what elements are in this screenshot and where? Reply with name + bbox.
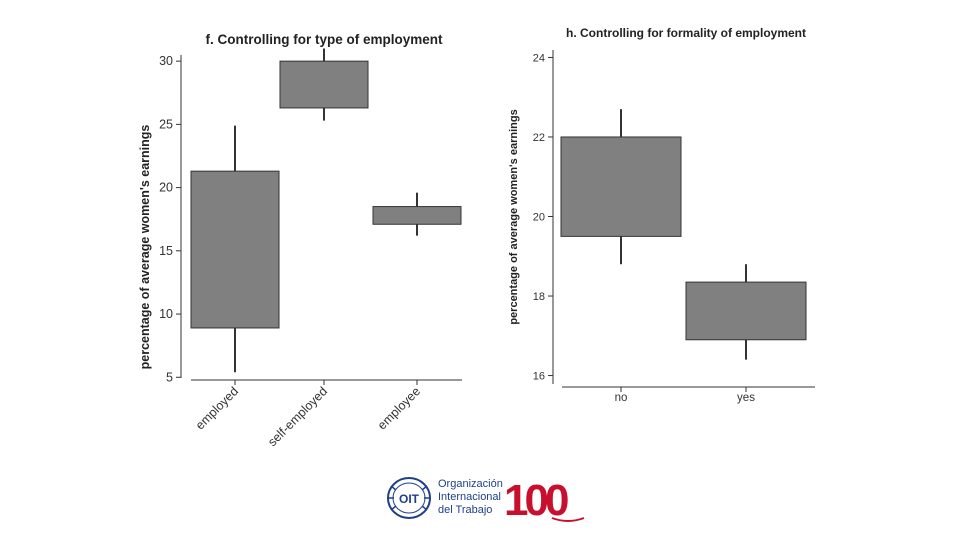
chart-h-yticks: 16 18 20 22 24 [533,52,553,383]
chart-h-title: h. Controlling for formality of employme… [566,26,806,40]
chart-f-ytick-label: 30 [159,54,173,68]
ilo-name: Organización Internacional del Trabajo [438,478,504,517]
chart-f-box-employee [372,206,462,225]
centenary-logo-icon: 100 [504,476,585,525]
chart-f-box-self-employed [279,60,369,109]
chart-h-box-no [560,136,682,237]
chart-f-ylabel: percentage of average women's earnings [138,125,152,370]
chart-f-ytick-label: 5 [166,370,173,384]
chart-f-ytick-label: 15 [159,244,173,258]
ilo-emblem-icon: OIT [387,477,431,519]
chart-f-ytick-label: 25 [159,117,173,131]
ilo-logo: OIT Organización Internacional del Traba… [386,472,586,528]
chart-formality: h. Controlling for formality of employme… [508,26,815,404]
chart-h-ytick-label: 18 [533,291,545,303]
chart-employment-type: f. Controlling for type of employment pe… [138,32,462,449]
ilo-name-line: Organización [438,478,503,490]
chart-h-ytick-label: 24 [533,52,545,64]
chart-f-box-employed [190,170,280,329]
ilo-name-line: Internacional [438,491,501,503]
chart-h-ylabel: percentage of average women's earnings [508,109,520,324]
chart-f-xtick-label: employee [375,384,423,432]
chart-f-boxes [190,48,462,373]
chart-h-xtick-label: yes [737,392,755,404]
chart-h-ytick-label: 20 [533,212,545,224]
chart-h-ytick-label: 16 [533,371,545,383]
chart-f-xtick-label: self-employed [265,384,330,449]
chart-f-xticks: employed self-employed employee [193,380,423,449]
chart-h-xtick-label: no [615,392,628,404]
chart-h-xticks: no yes [615,387,755,404]
chart-f-ytick-label: 20 [159,181,173,195]
chart-f-ytick-label: 10 [159,307,173,321]
chart-f-yticks: 5 10 15 20 25 30 [159,54,181,384]
chart-f-xtick-label: employed [193,384,241,432]
ilo-name-line: del Trabajo [438,504,493,516]
ilo-emblem-letters: OIT [399,492,420,506]
chart-h-boxes [560,109,807,360]
chart-f-title: f. Controlling for type of employment [206,32,443,47]
centenary-mark: 100 [504,476,568,525]
chart-h-ytick-label: 22 [533,132,545,144]
chart-h-box-yes [685,281,807,341]
